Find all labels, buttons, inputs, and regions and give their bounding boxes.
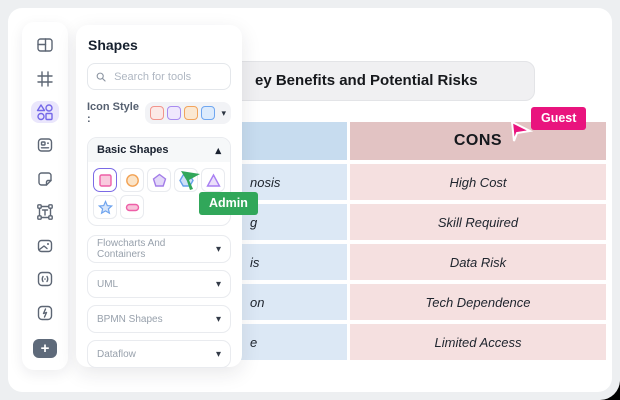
- table-row-right[interactable]: Limited Access: [350, 324, 606, 360]
- star-shape[interactable]: [93, 195, 117, 219]
- table-row-right[interactable]: Tech Dependence: [350, 284, 606, 320]
- orange-style-chip[interactable]: [184, 106, 199, 120]
- triangle-shape[interactable]: [201, 168, 225, 192]
- guest-cursor-label: Guest: [531, 107, 587, 130]
- chevron-down-icon: ▾: [215, 278, 221, 290]
- circle-shape[interactable]: [120, 168, 144, 192]
- chevron-down-icon: ▾: [221, 107, 226, 118]
- shape-grid: [88, 162, 230, 225]
- accordion-bpmn[interactable]: BPMN Shapes ▾: [87, 305, 231, 333]
- basic-shapes-header[interactable]: Basic Shapes ▴: [88, 138, 230, 162]
- admin-cursor-label: Admin: [199, 192, 258, 215]
- table-row-right[interactable]: Data Risk: [350, 244, 606, 280]
- sticky-note-icon[interactable]: [31, 168, 59, 190]
- embed-icon[interactable]: [31, 268, 59, 290]
- search-box[interactable]: [87, 63, 231, 90]
- pentagon-shape[interactable]: [147, 168, 171, 192]
- text-tool-icon[interactable]: [31, 201, 59, 223]
- chevron-up-icon: ▴: [215, 144, 221, 157]
- components-icon[interactable]: [31, 134, 59, 156]
- frame-grid-icon[interactable]: [31, 67, 59, 89]
- table-row-right[interactable]: High Cost: [350, 164, 606, 200]
- layout-icon[interactable]: [31, 34, 59, 56]
- comparison-table[interactable]: CONS nosis High Cost g Skill Required is…: [168, 122, 606, 360]
- accordion-uml[interactable]: UML ▾: [87, 270, 231, 298]
- canvas-window[interactable]: ey Benefits and Potential Risks CONS nos…: [8, 8, 612, 392]
- square-shape[interactable]: [93, 168, 117, 192]
- actions-icon[interactable]: [31, 301, 59, 323]
- icon-style-label: Icon Style :: [87, 101, 139, 125]
- chevron-down-icon: ▾: [215, 243, 221, 255]
- chevron-down-icon: ▾: [215, 313, 221, 325]
- search-input[interactable]: [112, 69, 222, 84]
- purple-style-chip[interactable]: [167, 106, 182, 120]
- media-icon[interactable]: [31, 235, 59, 257]
- basic-shapes-label: Basic Shapes: [97, 144, 169, 156]
- chevron-down-icon: ▾: [215, 348, 221, 360]
- pill-shape[interactable]: [120, 195, 144, 219]
- search-icon: [96, 72, 106, 82]
- icon-style-row: Icon Style : ▾: [87, 101, 231, 125]
- tool-sidebar: +: [22, 22, 68, 370]
- red-style-chip[interactable]: [150, 106, 165, 120]
- blue-style-chip[interactable]: [201, 106, 216, 120]
- add-tool-button[interactable]: +: [33, 338, 57, 359]
- panel-title: Shapes: [88, 37, 138, 53]
- shapes-icon[interactable]: [31, 100, 59, 124]
- accordion-flowcharts[interactable]: Flowcharts And Containers ▾: [87, 235, 231, 263]
- guest-cursor-icon: [510, 120, 533, 142]
- icon-style-selector[interactable]: ▾: [145, 102, 231, 124]
- admin-cursor-icon: [181, 171, 200, 190]
- table-header-cons[interactable]: CONS: [350, 122, 606, 160]
- accordion-dataflow[interactable]: Dataflow ▾: [87, 340, 231, 368]
- canvas-title-box[interactable]: ey Benefits and Potential Risks: [208, 61, 535, 101]
- canvas-title-text: ey Benefits and Potential Risks: [255, 72, 478, 89]
- table-row-right[interactable]: Skill Required: [350, 204, 606, 240]
- basic-shapes-section: Basic Shapes ▴: [87, 137, 231, 226]
